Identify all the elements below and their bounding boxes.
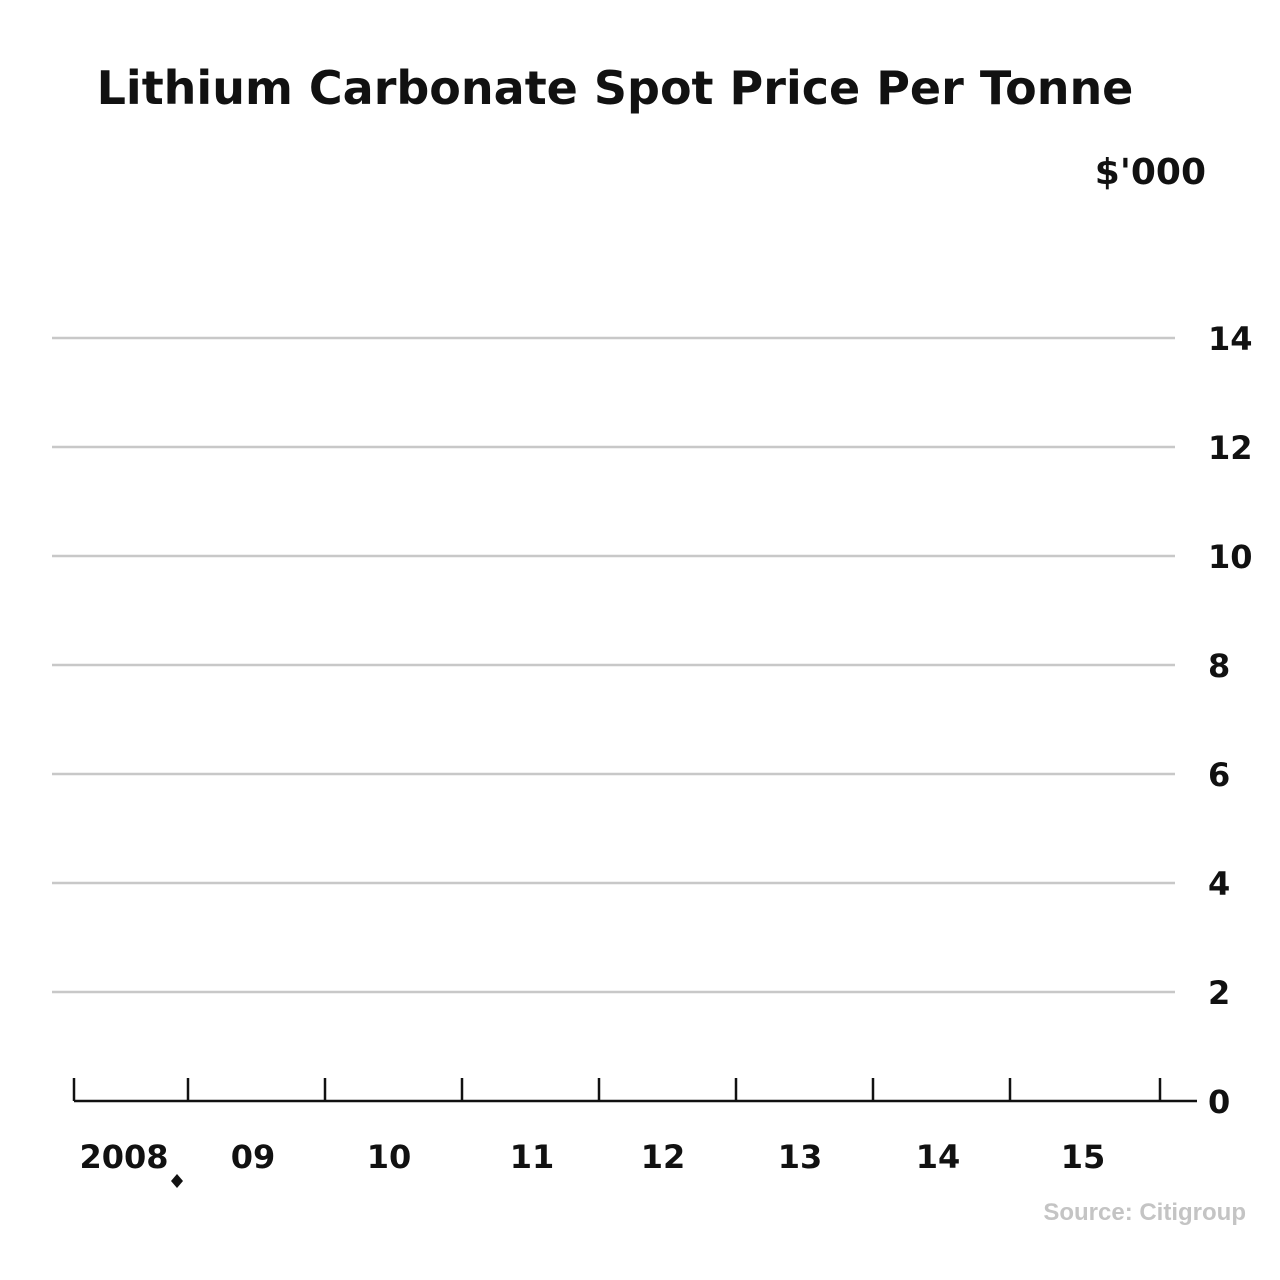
x-tick-label-13: 13 <box>778 1138 823 1176</box>
y-tick-label-0: 0 <box>1208 1083 1230 1121</box>
source-note: Source: Citigroup <box>1043 1199 1246 1226</box>
x-axis-ticks: 2008 09 10 11 12 13 14 15 <box>72 1078 1162 1176</box>
y-tick-label-4: 4 <box>1208 865 1230 903</box>
gridlines <box>52 336 1175 994</box>
x-tick-label-12: 12 <box>641 1138 686 1176</box>
x-tick-label-09: 09 <box>231 1138 276 1176</box>
x-tick-label-14: 14 <box>916 1138 961 1176</box>
y-tick-label-10: 10 <box>1208 538 1253 576</box>
start-marker-icon <box>171 1174 183 1188</box>
y-tick-label-2: 2 <box>1208 974 1230 1012</box>
y-tick-label-8: 8 <box>1208 647 1230 685</box>
y-tick-label-14: 14 <box>1208 320 1253 358</box>
x-tick-label-11: 11 <box>510 1138 555 1176</box>
x-tick-label-15: 15 <box>1061 1138 1106 1176</box>
x-tick-label-2008: 2008 <box>79 1138 168 1176</box>
y-tick-label-12: 12 <box>1208 429 1253 467</box>
x-tick-label-10: 10 <box>367 1138 412 1176</box>
y-axis-ticks: 0 2 4 6 8 10 12 14 <box>1208 320 1253 1121</box>
chart-title: Lithium Carbonate Spot Price Per Tonne <box>97 61 1134 115</box>
y-tick-label-6: 6 <box>1208 756 1230 794</box>
y-axis-unit-label: $'000 <box>1095 152 1206 193</box>
